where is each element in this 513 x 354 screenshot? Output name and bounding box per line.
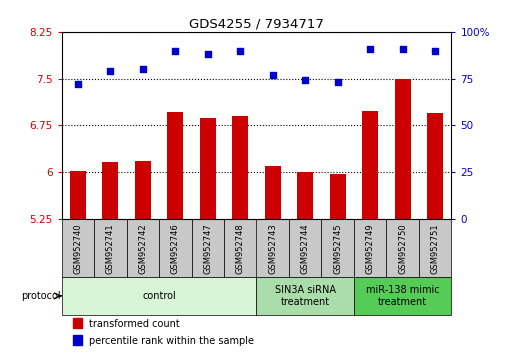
Bar [386,218,419,277]
Bar [354,218,386,277]
Bar [394,79,411,218]
Text: GSM952740: GSM952740 [73,223,82,274]
Point [431,48,439,53]
Bar [62,277,256,315]
Title: GDS4255 / 7934717: GDS4255 / 7934717 [189,18,324,31]
Text: GSM952749: GSM952749 [366,223,374,274]
Point [106,68,114,74]
Text: percentile rank within the sample: percentile rank within the sample [89,336,254,346]
Point [301,78,309,83]
Bar [297,172,313,218]
Point [399,46,407,51]
Bar [200,118,216,218]
Point [236,48,244,53]
Bar [265,166,281,218]
Text: SIN3A siRNA
treatment: SIN3A siRNA treatment [275,285,336,307]
Bar [191,218,224,277]
Point [139,66,147,72]
Bar [127,218,159,277]
Bar [134,161,151,218]
Point [171,48,180,53]
Bar [224,218,256,277]
Bar [73,335,82,345]
Text: GSM952744: GSM952744 [301,223,310,274]
Text: GSM952741: GSM952741 [106,223,115,274]
Text: GSM952745: GSM952745 [333,223,342,274]
Text: GSM952746: GSM952746 [171,223,180,274]
Bar [289,218,322,277]
Text: protocol: protocol [21,291,61,301]
Text: GSM952750: GSM952750 [398,223,407,274]
Bar [102,162,119,218]
Point [269,72,277,78]
Bar [322,218,354,277]
Text: transformed count: transformed count [89,319,180,329]
Text: GSM952751: GSM952751 [431,223,440,274]
Point [204,51,212,57]
Bar [62,218,94,277]
Bar [362,111,378,218]
Bar [256,277,354,315]
Bar [70,171,86,218]
Bar [329,174,346,218]
Text: GSM952743: GSM952743 [268,223,277,274]
Point [74,81,82,87]
Bar [167,112,183,218]
Text: control: control [142,291,176,301]
Bar [73,318,82,328]
Point [366,46,374,51]
Text: GSM952747: GSM952747 [203,223,212,274]
Point [333,79,342,85]
Bar [232,116,248,218]
Bar [94,218,127,277]
Bar [354,277,451,315]
Bar [427,113,443,218]
Text: miR-138 mimic
treatment: miR-138 mimic treatment [366,285,440,307]
Text: GSM952742: GSM952742 [139,223,147,274]
Bar [419,218,451,277]
Bar [256,218,289,277]
Bar [159,218,191,277]
Text: GSM952748: GSM952748 [236,223,245,274]
